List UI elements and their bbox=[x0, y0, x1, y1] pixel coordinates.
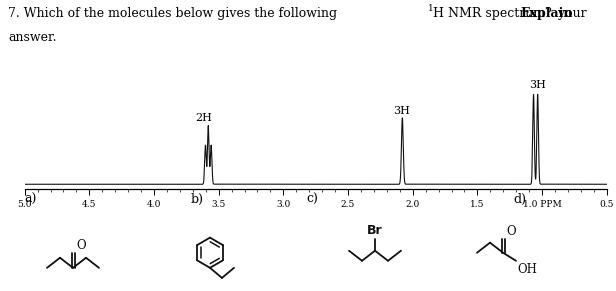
Text: OH: OH bbox=[517, 263, 537, 276]
Text: c): c) bbox=[307, 193, 318, 206]
Text: b): b) bbox=[190, 193, 203, 206]
Text: O: O bbox=[506, 225, 516, 238]
Text: d): d) bbox=[514, 193, 527, 206]
Text: 2H: 2H bbox=[195, 113, 213, 123]
Text: 1: 1 bbox=[428, 4, 434, 13]
Text: 3H: 3H bbox=[394, 106, 410, 116]
Text: Explain: Explain bbox=[521, 7, 573, 20]
Text: Br: Br bbox=[367, 223, 383, 237]
Text: 7. Which of the molecules below gives the following: 7. Which of the molecules below gives th… bbox=[8, 7, 341, 20]
Text: O: O bbox=[76, 239, 86, 252]
Text: 3H: 3H bbox=[529, 80, 546, 91]
Text: a): a) bbox=[25, 193, 37, 206]
Text: answer.: answer. bbox=[8, 31, 57, 44]
Text: your: your bbox=[554, 7, 587, 20]
Text: H NMR spectrum?: H NMR spectrum? bbox=[433, 7, 556, 20]
